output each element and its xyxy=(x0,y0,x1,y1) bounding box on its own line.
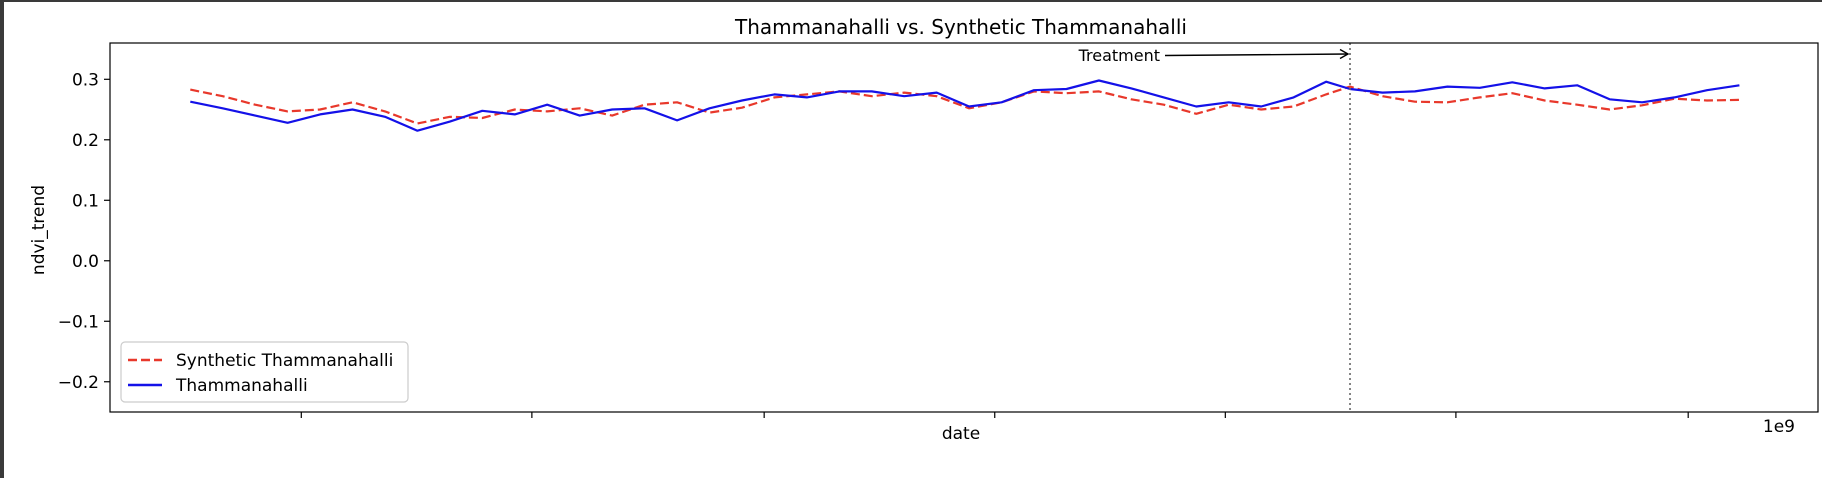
chart-title: Thammanahalli vs. Synthetic Thammanahall… xyxy=(734,15,1187,39)
treatment-arrow xyxy=(1165,53,1349,57)
plot-area xyxy=(109,42,1819,413)
x-axis-offset-label: 1e9 xyxy=(1763,417,1795,437)
treatment-arrowhead xyxy=(1339,48,1350,60)
legend-label-thammanahalli: Thammanahalli xyxy=(175,376,308,396)
legend-box xyxy=(120,341,409,403)
series-layer xyxy=(190,79,1740,132)
y-axis-ticks: −0.2 −0.1 0.0 0.1 0.2 0.3 xyxy=(58,70,110,393)
x-axis-ticks xyxy=(300,412,1689,418)
y-axis-label: ndvi_trend xyxy=(29,185,49,275)
series-line-thammanahalli xyxy=(190,79,1740,132)
line-chart: Thammanahalli vs. Synthetic Thammanahall… xyxy=(29,15,1819,444)
series-line-synthetic xyxy=(190,85,1740,125)
y-tick-label: 0.0 xyxy=(72,252,99,272)
y-tick-label: 0.3 xyxy=(72,70,99,90)
treatment-label: Treatment xyxy=(1078,46,1160,65)
treatment-layer: Treatment xyxy=(1078,43,1351,412)
y-tick-label: −0.2 xyxy=(58,373,99,393)
y-tick-label: 0.2 xyxy=(72,131,99,151)
legend: Synthetic Thammanahalli Thammanahalli xyxy=(120,341,409,403)
legend-label-synthetic: Synthetic Thammanahalli xyxy=(176,351,393,371)
x-axis-label: date xyxy=(942,424,980,444)
y-tick-label: 0.1 xyxy=(72,191,99,211)
y-tick-label: −0.1 xyxy=(58,312,99,332)
